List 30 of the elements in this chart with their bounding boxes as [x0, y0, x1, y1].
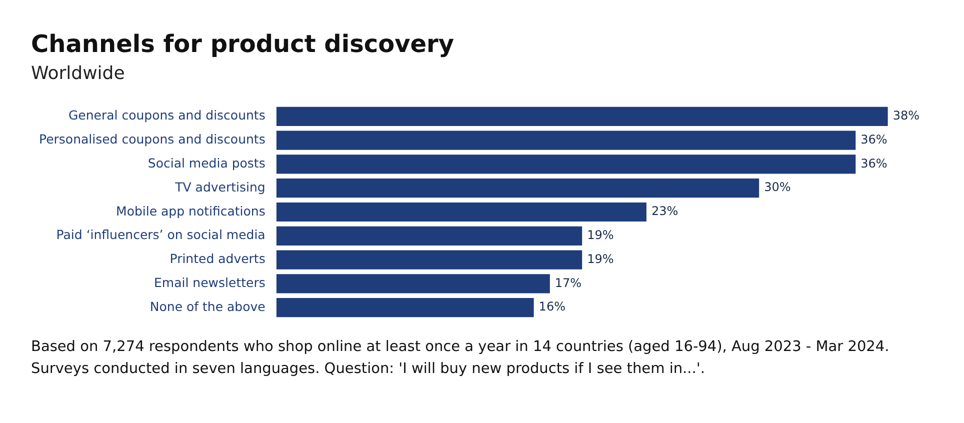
bar	[276, 130, 856, 150]
data-label: 17%	[554, 276, 582, 290]
y-tick-label: General coupons and discounts	[68, 108, 266, 123]
data-label: 19%	[587, 228, 614, 242]
bar	[276, 106, 888, 126]
bar	[276, 178, 760, 198]
chart-title: Channels for product discovery	[31, 30, 454, 58]
bar	[276, 202, 646, 222]
data-label: 36%	[860, 132, 888, 146]
data-label: 23%	[651, 204, 678, 218]
y-tick-label: TV advertising	[174, 179, 266, 194]
bar	[276, 154, 856, 174]
y-tick-label: Email newsletters	[154, 274, 266, 290]
data-label: 36%	[860, 156, 888, 170]
bar	[276, 250, 582, 270]
y-tick-label: Personalised coupons and discounts	[39, 132, 266, 147]
bar	[276, 226, 582, 246]
bar	[276, 298, 534, 318]
text: Based on 7,274 respondents who shop online at least once a year in 14 countries (aged 16-94), Aug 2023 - Mar 2024. Surveys conducted in seven languages. Question: 'I will buy new products if I see them in...'.	[31, 338, 890, 379]
y-tick-label: None of the above	[150, 298, 266, 314]
text: Worldwide	[31, 63, 125, 84]
data-label: 19%	[587, 252, 614, 266]
y-tick-label: Social media posts	[148, 155, 266, 170]
y-tick-label: Printed adverts	[170, 251, 266, 266]
bar	[276, 274, 550, 294]
y-tick-label: Mobile app notifications	[116, 203, 266, 218]
data-label: 30%	[764, 180, 791, 194]
y-tick-label: Paid ‘influencers’ on social media	[56, 227, 266, 242]
data-label: 38%	[892, 108, 920, 123]
data-label: 16%	[538, 300, 566, 314]
